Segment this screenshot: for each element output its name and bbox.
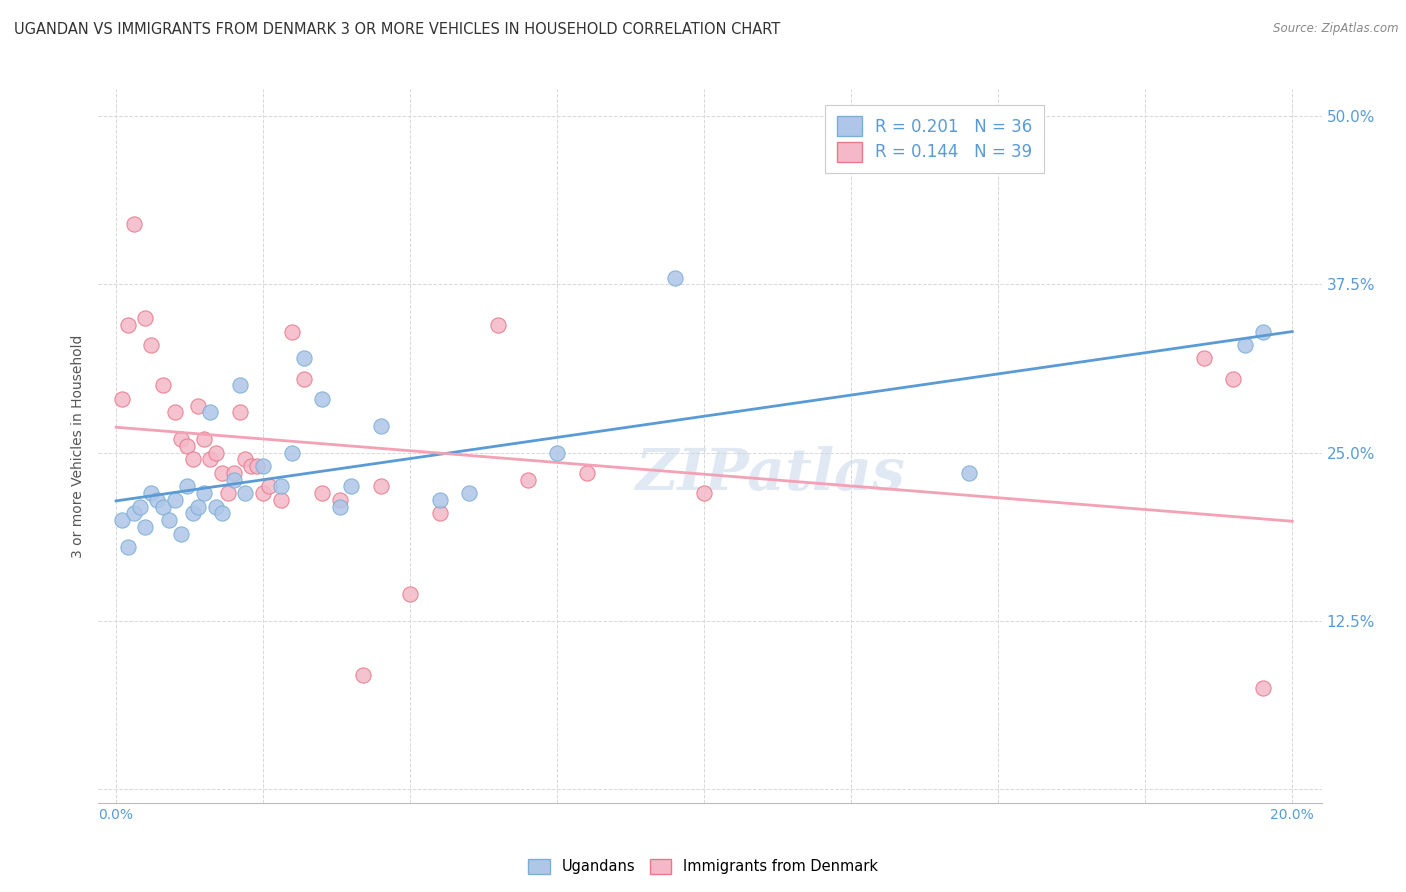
Point bbox=[217, 486, 239, 500]
Point bbox=[429, 506, 451, 520]
Text: ZIPatlas: ZIPatlas bbox=[637, 446, 905, 503]
Point bbox=[222, 466, 245, 480]
Point bbox=[399, 587, 422, 601]
Point bbox=[352, 668, 374, 682]
Point bbox=[170, 526, 193, 541]
Point bbox=[486, 318, 509, 332]
Point bbox=[575, 466, 598, 480]
Point bbox=[429, 492, 451, 507]
Legend: R = 0.201   N = 36, R = 0.144   N = 39: R = 0.201 N = 36, R = 0.144 N = 39 bbox=[825, 104, 1045, 173]
Point bbox=[163, 405, 186, 419]
Point bbox=[328, 492, 350, 507]
Point bbox=[187, 500, 209, 514]
Point bbox=[117, 318, 139, 332]
Point bbox=[370, 418, 392, 433]
Point bbox=[152, 378, 174, 392]
Point bbox=[292, 351, 315, 366]
Point bbox=[176, 439, 198, 453]
Point bbox=[211, 466, 233, 480]
Point bbox=[141, 338, 163, 352]
Point bbox=[252, 459, 274, 474]
Point bbox=[128, 500, 150, 514]
Point bbox=[222, 473, 245, 487]
Point bbox=[1251, 681, 1274, 696]
Text: UGANDAN VS IMMIGRANTS FROM DENMARK 3 OR MORE VEHICLES IN HOUSEHOLD CORRELATION C: UGANDAN VS IMMIGRANTS FROM DENMARK 3 OR … bbox=[14, 22, 780, 37]
Text: Source: ZipAtlas.com: Source: ZipAtlas.com bbox=[1274, 22, 1399, 36]
Legend: Ugandans, Immigrants from Denmark: Ugandans, Immigrants from Denmark bbox=[522, 853, 884, 880]
Point bbox=[340, 479, 363, 493]
Point bbox=[193, 486, 215, 500]
Point bbox=[235, 452, 257, 467]
Point bbox=[664, 270, 686, 285]
Point bbox=[1234, 338, 1257, 352]
Point bbox=[546, 446, 568, 460]
Point bbox=[152, 500, 174, 514]
Y-axis label: 3 or more Vehicles in Household: 3 or more Vehicles in Household bbox=[72, 334, 86, 558]
Point bbox=[252, 486, 274, 500]
Point bbox=[1222, 372, 1244, 386]
Point bbox=[246, 459, 269, 474]
Point bbox=[1251, 325, 1274, 339]
Point bbox=[122, 506, 145, 520]
Point bbox=[111, 392, 134, 406]
Point bbox=[270, 479, 292, 493]
Point bbox=[141, 486, 163, 500]
Point bbox=[370, 479, 392, 493]
Point bbox=[122, 217, 145, 231]
Point bbox=[117, 540, 139, 554]
Point bbox=[270, 492, 292, 507]
Point bbox=[693, 486, 716, 500]
Point bbox=[281, 446, 304, 460]
Point bbox=[146, 492, 169, 507]
Point bbox=[134, 520, 156, 534]
Point bbox=[181, 452, 204, 467]
Point bbox=[198, 405, 221, 419]
Point bbox=[1192, 351, 1215, 366]
Point bbox=[311, 486, 333, 500]
Point bbox=[163, 492, 186, 507]
Point bbox=[516, 473, 538, 487]
Point bbox=[235, 486, 257, 500]
Point bbox=[170, 432, 193, 446]
Point bbox=[228, 405, 250, 419]
Point bbox=[176, 479, 198, 493]
Point bbox=[328, 500, 350, 514]
Point bbox=[458, 486, 481, 500]
Point bbox=[157, 513, 180, 527]
Point bbox=[957, 466, 980, 480]
Point bbox=[193, 432, 215, 446]
Point bbox=[181, 506, 204, 520]
Point bbox=[187, 399, 209, 413]
Point bbox=[205, 446, 228, 460]
Point bbox=[198, 452, 221, 467]
Point bbox=[228, 378, 250, 392]
Point bbox=[211, 506, 233, 520]
Point bbox=[257, 479, 280, 493]
Point bbox=[292, 372, 315, 386]
Point bbox=[111, 513, 134, 527]
Point bbox=[240, 459, 263, 474]
Point bbox=[134, 311, 156, 326]
Point bbox=[281, 325, 304, 339]
Point bbox=[205, 500, 228, 514]
Point bbox=[311, 392, 333, 406]
